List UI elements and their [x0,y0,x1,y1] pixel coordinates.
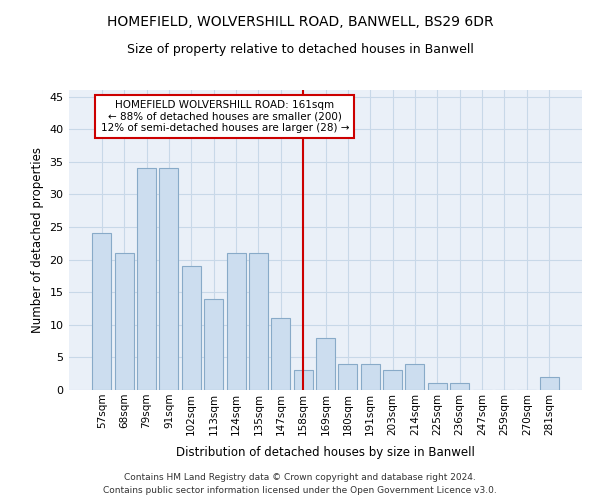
Bar [227,253,245,390]
Bar [249,253,268,390]
Bar [182,266,201,390]
Y-axis label: Number of detached properties: Number of detached properties [31,147,44,333]
Bar [338,364,358,390]
Bar [361,364,380,390]
Bar [316,338,335,390]
Bar [92,234,112,390]
Text: HOMEFIELD WOLVERSHILL ROAD: 161sqm
← 88% of detached houses are smaller (200)
12: HOMEFIELD WOLVERSHILL ROAD: 161sqm ← 88%… [101,100,349,133]
Text: Contains HM Land Registry data © Crown copyright and database right 2024.: Contains HM Land Registry data © Crown c… [124,472,476,482]
Bar [406,364,424,390]
Text: Contains public sector information licensed under the Open Government Licence v3: Contains public sector information licen… [103,486,497,495]
Text: HOMEFIELD, WOLVERSHILL ROAD, BANWELL, BS29 6DR: HOMEFIELD, WOLVERSHILL ROAD, BANWELL, BS… [107,15,493,29]
X-axis label: Distribution of detached houses by size in Banwell: Distribution of detached houses by size … [176,446,475,459]
Bar [115,253,134,390]
Bar [428,384,447,390]
Text: Size of property relative to detached houses in Banwell: Size of property relative to detached ho… [127,42,473,56]
Bar [160,168,178,390]
Bar [137,168,156,390]
Bar [204,298,223,390]
Bar [450,384,469,390]
Bar [293,370,313,390]
Bar [383,370,402,390]
Bar [271,318,290,390]
Bar [539,377,559,390]
